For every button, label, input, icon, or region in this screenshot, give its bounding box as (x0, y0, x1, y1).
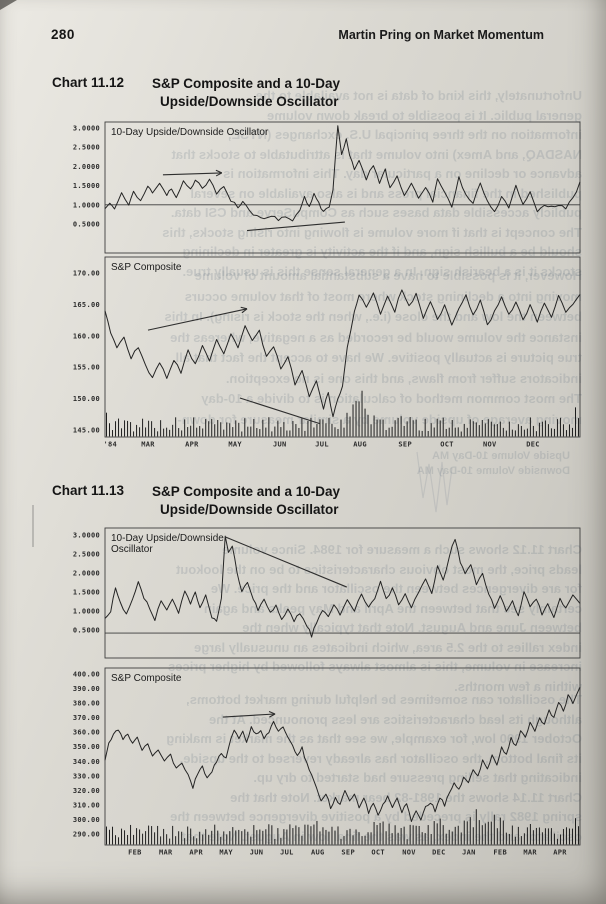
x-axis-labels: FEB MAR APR MAY JUN JUL AUG SEP OCT NOV DEC JAN FEB M… (128, 849, 567, 857)
caption-title-line-1: S&P Composite and a 10-Day (152, 484, 341, 499)
y-axis-labels: 3.0000 2.5000 2.0000 1.5000 1.0000 0.5000 (73, 125, 100, 229)
svg-text:NOV: NOV (483, 441, 497, 449)
svg-text:155.00: 155.00 (73, 364, 100, 372)
panel-label: S&P Composite (111, 673, 182, 684)
svg-text:JUL: JUL (315, 441, 329, 449)
caption-title-line-1: S&P Composite and a 10-Day (152, 76, 341, 91)
svg-text:290.00: 290.00 (73, 830, 100, 838)
caption-title-line-2: Upside/Downside Oscillator (160, 94, 339, 109)
svg-text:MAR: MAR (141, 441, 155, 449)
trend-arrow (147, 306, 248, 331)
svg-text:150.00: 150.00 (73, 395, 100, 403)
bleed-through-curve (416, 451, 453, 513)
chart-11-12-caption-title: S&P Composite and a 10-Day Upside/Downsi… (152, 75, 340, 111)
scan-corner-artifact (0, 0, 17, 10)
chart-11-12-figure: 3.0000 2.5000 2.0000 1.5000 1.0000 0.5000 10-D… (73, 121, 581, 449)
svg-text:165.00: 165.00 (73, 301, 100, 309)
svg-text:APR: APR (189, 849, 203, 857)
svg-text:310.00: 310.00 (73, 801, 100, 809)
svg-text:330.00: 330.00 (73, 772, 100, 780)
svg-text:NOV: NOV (402, 849, 416, 857)
trendline (239, 397, 321, 425)
chart-11-13-figure: 3.0000 2.5000 2.0000 1.5000 1.0000 0.5000 10-D… (73, 527, 581, 857)
svg-text:MAY: MAY (219, 849, 233, 857)
panel-label: S&P Composite (111, 262, 182, 273)
svg-text:1.0000: 1.0000 (73, 608, 100, 616)
oscillator-line (104, 125, 581, 222)
svg-text:2.0000: 2.0000 (73, 570, 100, 578)
y-axis-labels: 3.0000 2.5000 2.0000 1.5000 1.0000 0.5000 (73, 532, 100, 635)
page-number: 280 (51, 27, 75, 42)
svg-text:170.00: 170.00 (73, 270, 100, 278)
panel-frame (104, 121, 581, 254)
svg-text:0.5000: 0.5000 (73, 627, 100, 635)
x-axis-labels: '84 MAR APR MAY JUN JUL AUG SEP OCT NOV DEC (103, 441, 539, 449)
svg-text:2.0000: 2.0000 (73, 163, 100, 171)
trendline (224, 536, 347, 588)
panel-label: 10-Day Upside/Downside Oscillator (111, 127, 269, 138)
svg-text:1.0000: 1.0000 (73, 201, 100, 209)
trend-arrow (222, 711, 276, 718)
svg-text:JUN: JUN (250, 849, 264, 857)
svg-text:340.00: 340.00 (73, 758, 100, 766)
volume-bars (106, 809, 579, 845)
chart-11-12-caption-label: Chart 11.12 (52, 75, 125, 90)
chart-11-13-caption-title: S&P Composite and a 10-Day Upside/Downsi… (152, 483, 340, 519)
svg-text:300.00: 300.00 (73, 816, 100, 824)
svg-text:APR: APR (553, 849, 567, 857)
svg-text:400.00: 400.00 (73, 671, 100, 679)
svg-text:160.00: 160.00 (73, 332, 100, 340)
svg-text:MAY: MAY (228, 441, 242, 449)
chart-11-13-caption-label: Chart 11.13 (52, 483, 125, 498)
svg-text:JUL: JUL (280, 849, 294, 857)
panel-frame (104, 667, 581, 846)
svg-text:1.5000: 1.5000 (73, 182, 100, 190)
svg-text:FEB: FEB (493, 849, 507, 857)
svg-text:APR: APR (185, 441, 199, 449)
svg-text:390.00: 390.00 (73, 685, 100, 693)
svg-text:360.00: 360.00 (73, 729, 100, 737)
svg-text:AUG: AUG (311, 849, 325, 857)
caption-title-line-2: Upside/Downside Oscillator (160, 502, 339, 517)
svg-text:370.00: 370.00 (73, 714, 100, 722)
svg-text:1.5000: 1.5000 (73, 589, 100, 597)
svg-text:JUN: JUN (273, 441, 287, 449)
panel-frame (104, 256, 581, 438)
running-title: Martin Pring on Market Momentum (338, 28, 544, 42)
svg-text:AUG: AUG (353, 441, 367, 449)
svg-text:OCT: OCT (440, 441, 454, 449)
svg-text:350.00: 350.00 (73, 743, 100, 751)
svg-text:320.00: 320.00 (73, 787, 100, 795)
svg-text:2.5000: 2.5000 (73, 144, 100, 152)
sp-composite-line (104, 686, 581, 822)
svg-text:'84: '84 (103, 441, 117, 449)
volume-bars (106, 390, 579, 437)
panel-label: 10-Day Upside/Downside Oscillator (111, 533, 224, 555)
sp-composite-line (104, 289, 581, 418)
svg-text:FEB: FEB (128, 849, 142, 857)
trendline (246, 221, 345, 232)
svg-text:OCT: OCT (371, 849, 385, 857)
svg-text:MAR: MAR (523, 849, 537, 857)
svg-text:145.00: 145.00 (73, 427, 100, 435)
trend-arrow (162, 169, 223, 177)
panel-frame (104, 527, 581, 659)
svg-text:JAN: JAN (462, 849, 476, 857)
svg-text:MAR: MAR (159, 849, 173, 857)
svg-text:DEC: DEC (432, 849, 446, 857)
svg-text:SEP: SEP (341, 849, 355, 857)
oscillator-line (104, 535, 581, 638)
svg-text:DEC: DEC (526, 441, 540, 449)
svg-text:SEP: SEP (398, 441, 412, 449)
y-axis-labels: 170.00 165.00 160.00 155.00 150.00 145.00 (73, 270, 100, 435)
y-axis-labels: 400.00 390.00 380.00 370.00 360.00 350.00 340.… (73, 671, 100, 839)
svg-text:3.0000: 3.0000 (73, 125, 100, 133)
svg-text:2.5000: 2.5000 (73, 551, 100, 559)
svg-text:0.5000: 0.5000 (73, 221, 100, 229)
svg-text:380.00: 380.00 (73, 700, 100, 708)
svg-text:3.0000: 3.0000 (73, 532, 100, 540)
